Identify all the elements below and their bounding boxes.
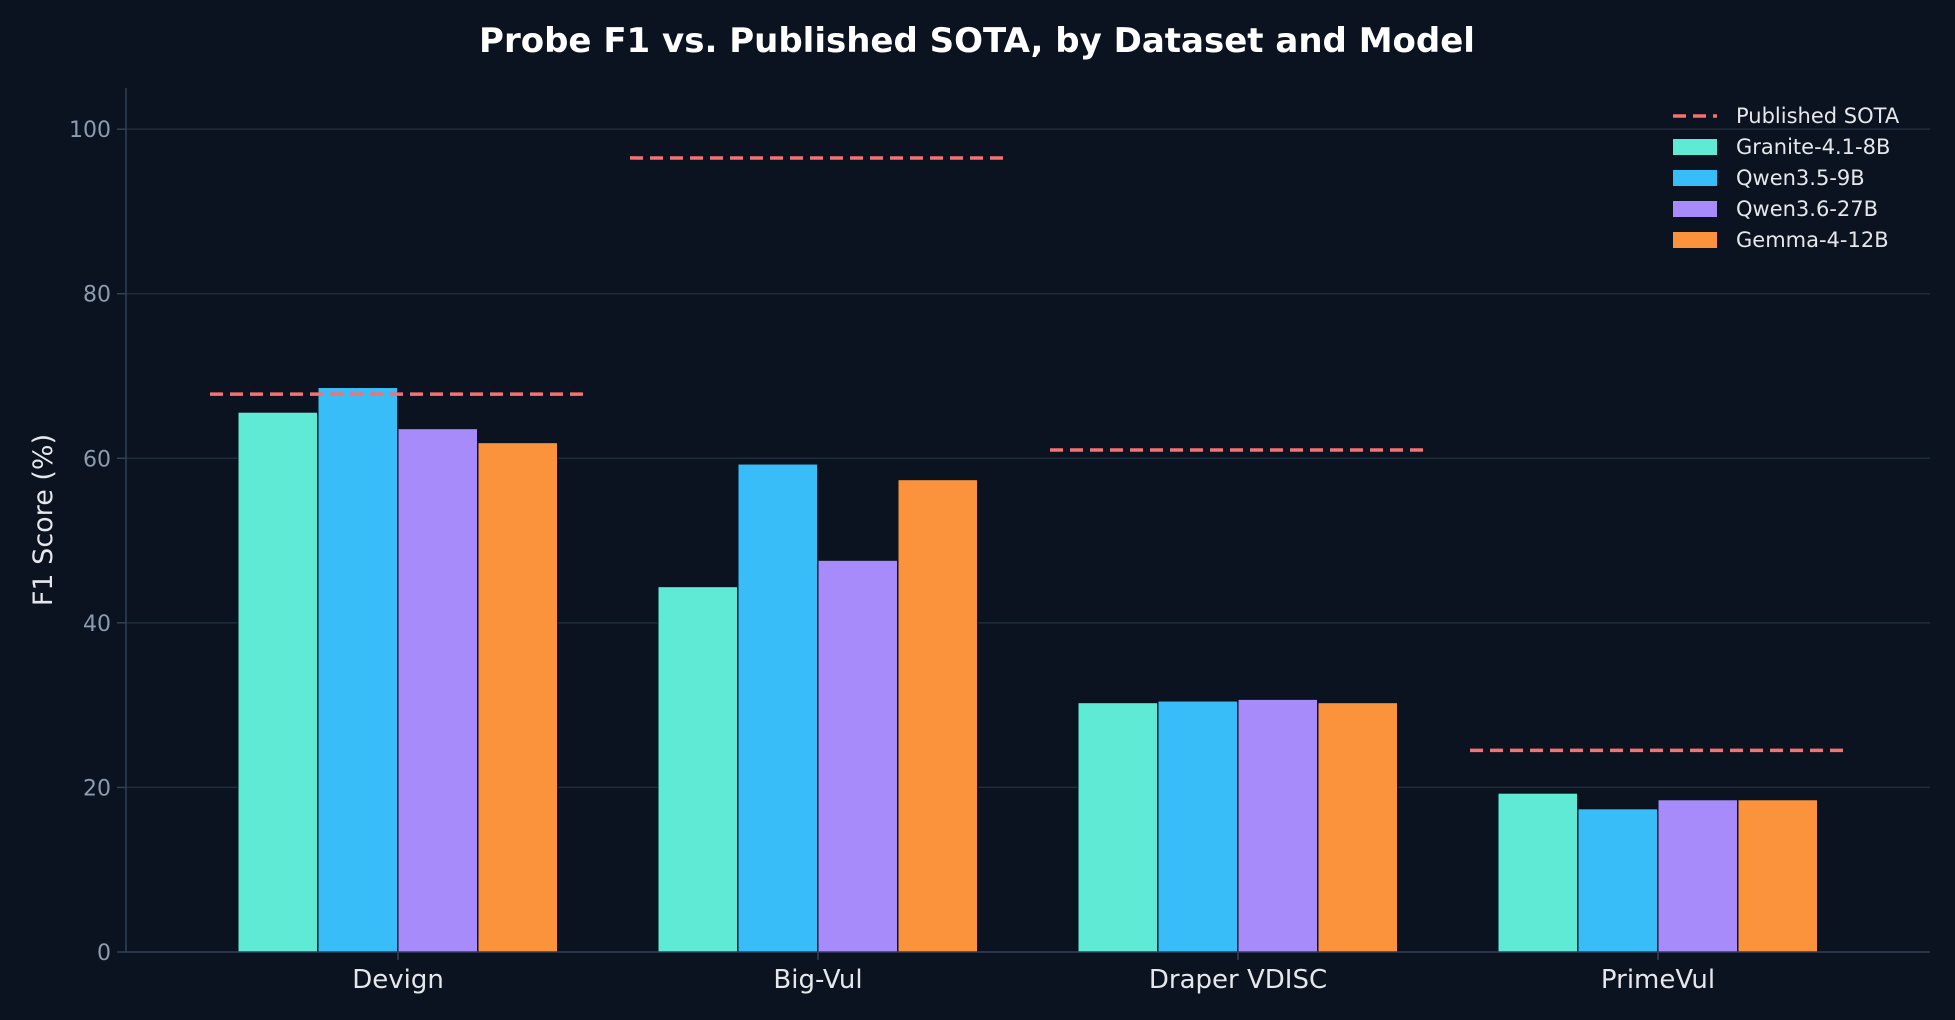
bar-gemma-4-12b-big-vul (897, 479, 978, 953)
y-tick-label: 40 (83, 612, 111, 637)
bar-qwen3-5-9b-big-vul (737, 463, 818, 953)
y-tick-labels: 0 20 40 60 80 100 (69, 118, 111, 966)
legend-label: Gemma-4-12B (1736, 228, 1889, 252)
bar-qwen3-5-9b-primevul (1577, 808, 1658, 953)
x-tick-label: Draper VDISC (1149, 965, 1327, 995)
y-tick-label: 100 (69, 118, 111, 143)
x-tick-label: PrimeVul (1601, 965, 1715, 995)
bar-granite-4-1-8b-primevul (1497, 792, 1578, 953)
bar-gemma-4-12b-devign (477, 442, 558, 953)
y-tick-label: 60 (83, 447, 111, 472)
bar-gemma-4-12b-primevul (1737, 799, 1818, 953)
bar-qwen3-6-27b-big-vul (817, 559, 898, 953)
chart-title: Probe F1 vs. Published SOTA, by Dataset … (479, 21, 1475, 61)
bar-qwen3-6-27b-devign (397, 428, 478, 953)
x-tick-label: Big-Vul (773, 965, 862, 995)
legend-swatch (1673, 201, 1717, 217)
legend-swatch (1673, 170, 1717, 186)
legend-label: Qwen3.6-27B (1736, 197, 1878, 221)
legend-label: Qwen3.5-9B (1736, 166, 1865, 190)
x-tick-label: Devign (352, 965, 444, 995)
y-tick-label: 80 (83, 283, 111, 308)
legend: Published SOTA Granite-4.1-8B Qwen3.5-9B Qw… (1673, 104, 1900, 252)
bar-qwen3-6-27b-primevul (1657, 799, 1738, 953)
bar-qwen3-6-27b-draper-vdisc (1237, 698, 1318, 953)
legend-label: Published SOTA (1736, 104, 1900, 128)
bar-granite-4-1-8b-draper-vdisc (1077, 702, 1158, 953)
bar-qwen3-5-9b-draper-vdisc (1157, 700, 1238, 953)
legend-swatch (1673, 232, 1717, 248)
bar-granite-4-1-8b-big-vul (657, 586, 738, 953)
y-axis-label: F1 Score (%) (28, 434, 59, 606)
bar-gemma-4-12b-draper-vdisc (1317, 702, 1398, 953)
legend-swatch (1673, 139, 1717, 155)
bar-granite-4-1-8b-devign (237, 411, 318, 953)
y-tick-label: 20 (83, 776, 111, 801)
sota-lines (210, 156, 1846, 753)
bar-qwen3-5-9b-devign (317, 387, 398, 953)
legend-label: Granite-4.1-8B (1736, 135, 1890, 159)
x-tick-labels: Devign Big-Vul Draper VDISC PrimeVul (352, 965, 1715, 995)
y-tick-label: 0 (97, 941, 111, 966)
bars (237, 387, 1818, 953)
axes (117, 88, 1930, 960)
